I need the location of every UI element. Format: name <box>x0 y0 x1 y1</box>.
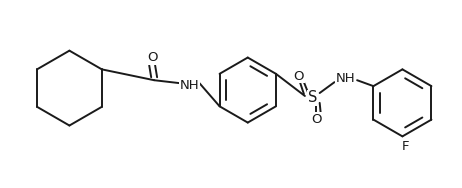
Text: NH: NH <box>180 79 200 92</box>
Text: S: S <box>308 90 317 105</box>
Text: O: O <box>147 51 158 64</box>
Text: O: O <box>311 113 322 126</box>
Text: NH: NH <box>335 72 355 85</box>
Text: O: O <box>294 70 304 83</box>
Text: F: F <box>401 140 409 153</box>
